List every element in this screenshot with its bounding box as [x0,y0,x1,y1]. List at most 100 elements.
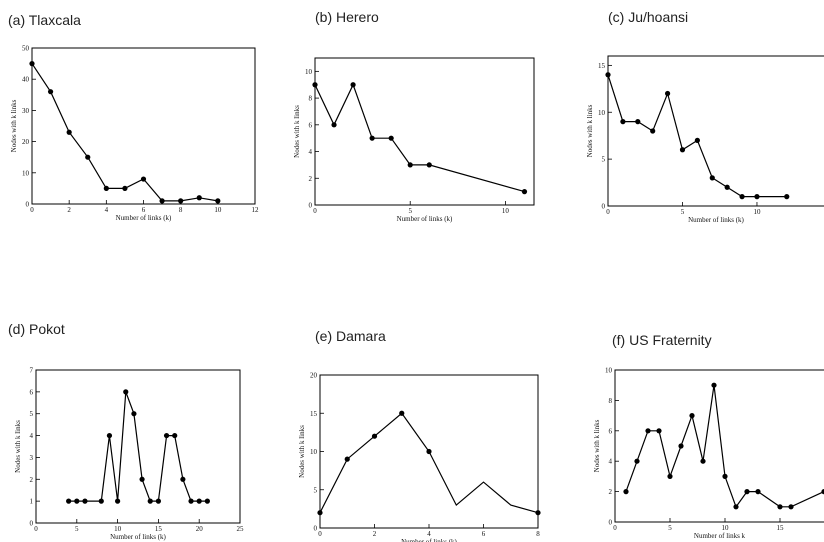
x-tick-label: 8 [179,206,183,214]
x-tick-label: 5 [681,208,685,216]
y-axis-label: Nodes with k links [14,420,22,473]
x-tick-label: 0 [313,207,317,215]
data-point [711,382,717,388]
x-tick-label: 25 [237,525,245,533]
data-point [694,137,700,143]
x-axis-label: Number of links (k) [110,533,166,541]
data-point [196,195,202,201]
data-point [605,72,611,78]
data-point [645,428,651,434]
y-tick-label: 10 [605,367,613,375]
data-point [788,504,794,510]
data-point [131,411,137,417]
data-point [664,90,671,97]
y-axis-label: Nodes with k links [593,419,601,472]
data-point [689,413,695,419]
data-point [98,498,104,504]
data-point [47,89,54,95]
x-tick-label: 5 [668,524,672,532]
data-point [74,498,80,504]
x-tick-label: 10 [214,206,222,214]
data-point [178,198,184,204]
data-point [388,135,394,141]
data-point [667,473,673,479]
data-point [371,433,378,439]
data-point [123,389,129,395]
data-point [754,194,760,200]
data-point [163,432,170,439]
y-tick-label: 0 [609,519,613,527]
x-tick-label: 6 [142,206,146,214]
chart-panel-4: (e) Damara 0 2 4 6 8 0 5 10 15 20 Number of links (… [298,328,541,542]
chart-title: (b) Herero [315,9,379,25]
x-tick-label: 0 [30,206,34,214]
data-point [350,82,356,88]
data-point [724,184,730,190]
y-tick-label: 5 [30,410,34,418]
y-tick-label: 0 [26,201,30,209]
chart-panel-1: (b) Herero 0 5 10 0 2 4 6 8 10 Number of links (k)… [293,9,535,223]
series-line [68,391,208,502]
data-point [784,194,790,200]
y-tick-label: 10 [305,68,313,76]
x-tick-label: 0 [34,525,38,533]
x-tick-label: 5 [75,525,79,533]
y-tick-label: 6 [609,427,613,435]
x-tick-label: 8 [536,530,540,538]
x-tick-label: 4 [427,530,431,538]
y-tick-label: 20 [22,138,30,146]
data-point [122,185,128,191]
x-tick-label: 5 [408,207,412,215]
data-point [344,456,350,462]
data-point [634,458,640,464]
data-point [115,498,121,504]
y-tick-label: 2 [609,488,613,496]
chart-title: (d) Pokot [8,321,65,337]
y-tick-label: 4 [309,148,313,156]
data-point [709,175,715,181]
x-tick-label: 10 [753,208,761,216]
chart-panel-2: (c) Ju/hoansi 0 5 10 0 5 10 15 Number of links (… [586,9,824,224]
plot-frame [614,369,824,523]
y-tick-label: 6 [309,121,313,129]
x-axis-label: Number of links (k) [116,214,172,222]
data-point [678,443,684,449]
chart-title: (f) US Fraternity [612,332,712,348]
x-tick-label: 10 [722,524,730,532]
data-point [66,498,72,504]
y-tick-label: 5 [314,486,318,494]
data-point [66,129,72,135]
data-point [755,489,761,495]
data-point [159,198,165,204]
x-axis-label: Number of links k [694,532,746,540]
data-point [744,489,750,495]
chart-title: (e) Damara [315,328,386,344]
y-axis-label: Nodes with k links [293,105,301,158]
x-tick-label: 2 [67,206,71,214]
y-tick-label: 2 [30,476,34,484]
x-tick-label: 10 [114,525,122,533]
y-tick-label: 10 [310,448,318,456]
x-tick-label: 0 [318,530,322,538]
data-point [777,504,783,510]
y-tick-label: 5 [602,156,606,164]
data-point [535,510,541,516]
data-point [196,498,202,504]
data-point [29,61,35,67]
series-line [607,74,787,198]
plot-frame [314,57,535,206]
y-tick-label: 6 [30,388,34,396]
y-tick-label: 0 [602,203,606,211]
data-point [139,476,145,482]
data-point [172,432,178,439]
y-tick-label: 8 [609,397,613,405]
y-tick-label: 50 [22,45,30,53]
data-point [204,498,210,504]
series-line [319,412,539,514]
y-axis-label: Nodes with k links [586,104,594,157]
data-point [679,147,686,153]
data-point [82,498,88,504]
data-point [180,476,186,482]
data-point [739,194,745,200]
